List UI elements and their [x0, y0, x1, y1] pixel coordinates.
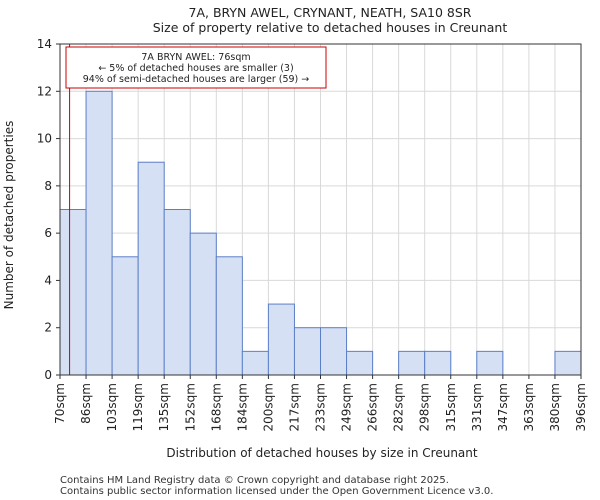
histogram-bar — [59, 209, 87, 376]
x-tick-label: 86sqm — [79, 383, 93, 424]
annotation-line-2: ← 5% of detached houses are smaller (3) — [98, 63, 293, 74]
x-tick-label: 249sqm — [340, 383, 354, 431]
histogram-bar — [476, 350, 504, 376]
annotation-line-3: 94% of semi-detached houses are larger (… — [83, 74, 310, 85]
y-axis-label: Number of detached properties — [2, 121, 16, 310]
x-axis-label: Distribution of detached houses by size … — [166, 446, 478, 460]
marker-annotation: 7A BRYN AWEL: 76sqm ← 5% of detached hou… — [65, 46, 327, 89]
x-tick-label: 266sqm — [366, 383, 380, 431]
x-tick-label: 331sqm — [470, 383, 484, 431]
y-tick-label: 12 — [37, 84, 52, 98]
x-tick-label: 168sqm — [209, 383, 223, 431]
histogram-bar — [267, 303, 295, 376]
histogram-bar — [293, 327, 322, 376]
histogram-bar — [241, 350, 269, 376]
x-tick-label: 363sqm — [522, 383, 536, 431]
y-tick-label: 10 — [37, 132, 52, 146]
histogram-bar — [85, 90, 113, 376]
x-tick-label: 103sqm — [105, 383, 119, 431]
x-tick-label: 135sqm — [157, 383, 171, 431]
x-tick-label: 217sqm — [287, 383, 301, 431]
y-tick-label: 2 — [44, 321, 52, 335]
chart-subtitle: Size of property relative to detached ho… — [153, 20, 508, 35]
histogram-bar — [215, 256, 243, 376]
x-axis-ticks: 70sqm 86sqm 103sqm 119sqm 135sqm 152sqm 168sqm… — [53, 375, 588, 431]
x-tick-label: 380sqm — [548, 383, 562, 431]
x-tick-label: 70sqm — [53, 383, 67, 424]
x-tick-label: 315sqm — [444, 383, 458, 431]
x-tick-label: 282sqm — [392, 383, 406, 431]
y-tick-label: 0 — [44, 368, 52, 382]
x-tick-label: 184sqm — [235, 383, 249, 431]
bars — [59, 90, 582, 376]
annotation-box — [65, 46, 327, 89]
chart-title: 7A, BRYN AWEL, CRYNANT, NEATH, SA10 8SR — [189, 5, 472, 20]
y-tick-label: 4 — [44, 273, 52, 287]
x-tick-label: 233sqm — [314, 383, 328, 431]
plot-frame — [59, 43, 582, 376]
histogram-bar — [554, 350, 582, 376]
histogram-bar — [111, 256, 139, 376]
histogram-bar — [320, 327, 348, 376]
histogram-bar — [163, 209, 191, 376]
histogram-bar — [398, 350, 426, 376]
annotation-line-1: 7A BRYN AWEL: 76sqm — [141, 52, 250, 63]
footer-line-2: Contains public sector information licen… — [60, 486, 493, 497]
x-tick-label: 298sqm — [418, 383, 432, 431]
histogram-bar — [137, 161, 165, 376]
y-axis-ticks: 0 2 4 6 8 10 12 14 — [37, 37, 60, 382]
y-tick-label: 14 — [37, 37, 52, 51]
x-tick-label: 200sqm — [261, 383, 275, 431]
y-tick-label: 6 — [44, 226, 52, 240]
x-tick-label: 396sqm — [574, 383, 588, 431]
histogram-bar — [424, 350, 452, 376]
x-tick-label: 119sqm — [131, 383, 145, 431]
footer-line-1: Contains HM Land Registry data © Crown c… — [60, 475, 449, 486]
x-tick-label: 347sqm — [496, 383, 510, 431]
y-tick-label: 8 — [44, 179, 52, 193]
x-tick-label: 152sqm — [183, 383, 197, 431]
histogram-bar — [346, 350, 374, 376]
histogram-bar — [189, 232, 217, 376]
